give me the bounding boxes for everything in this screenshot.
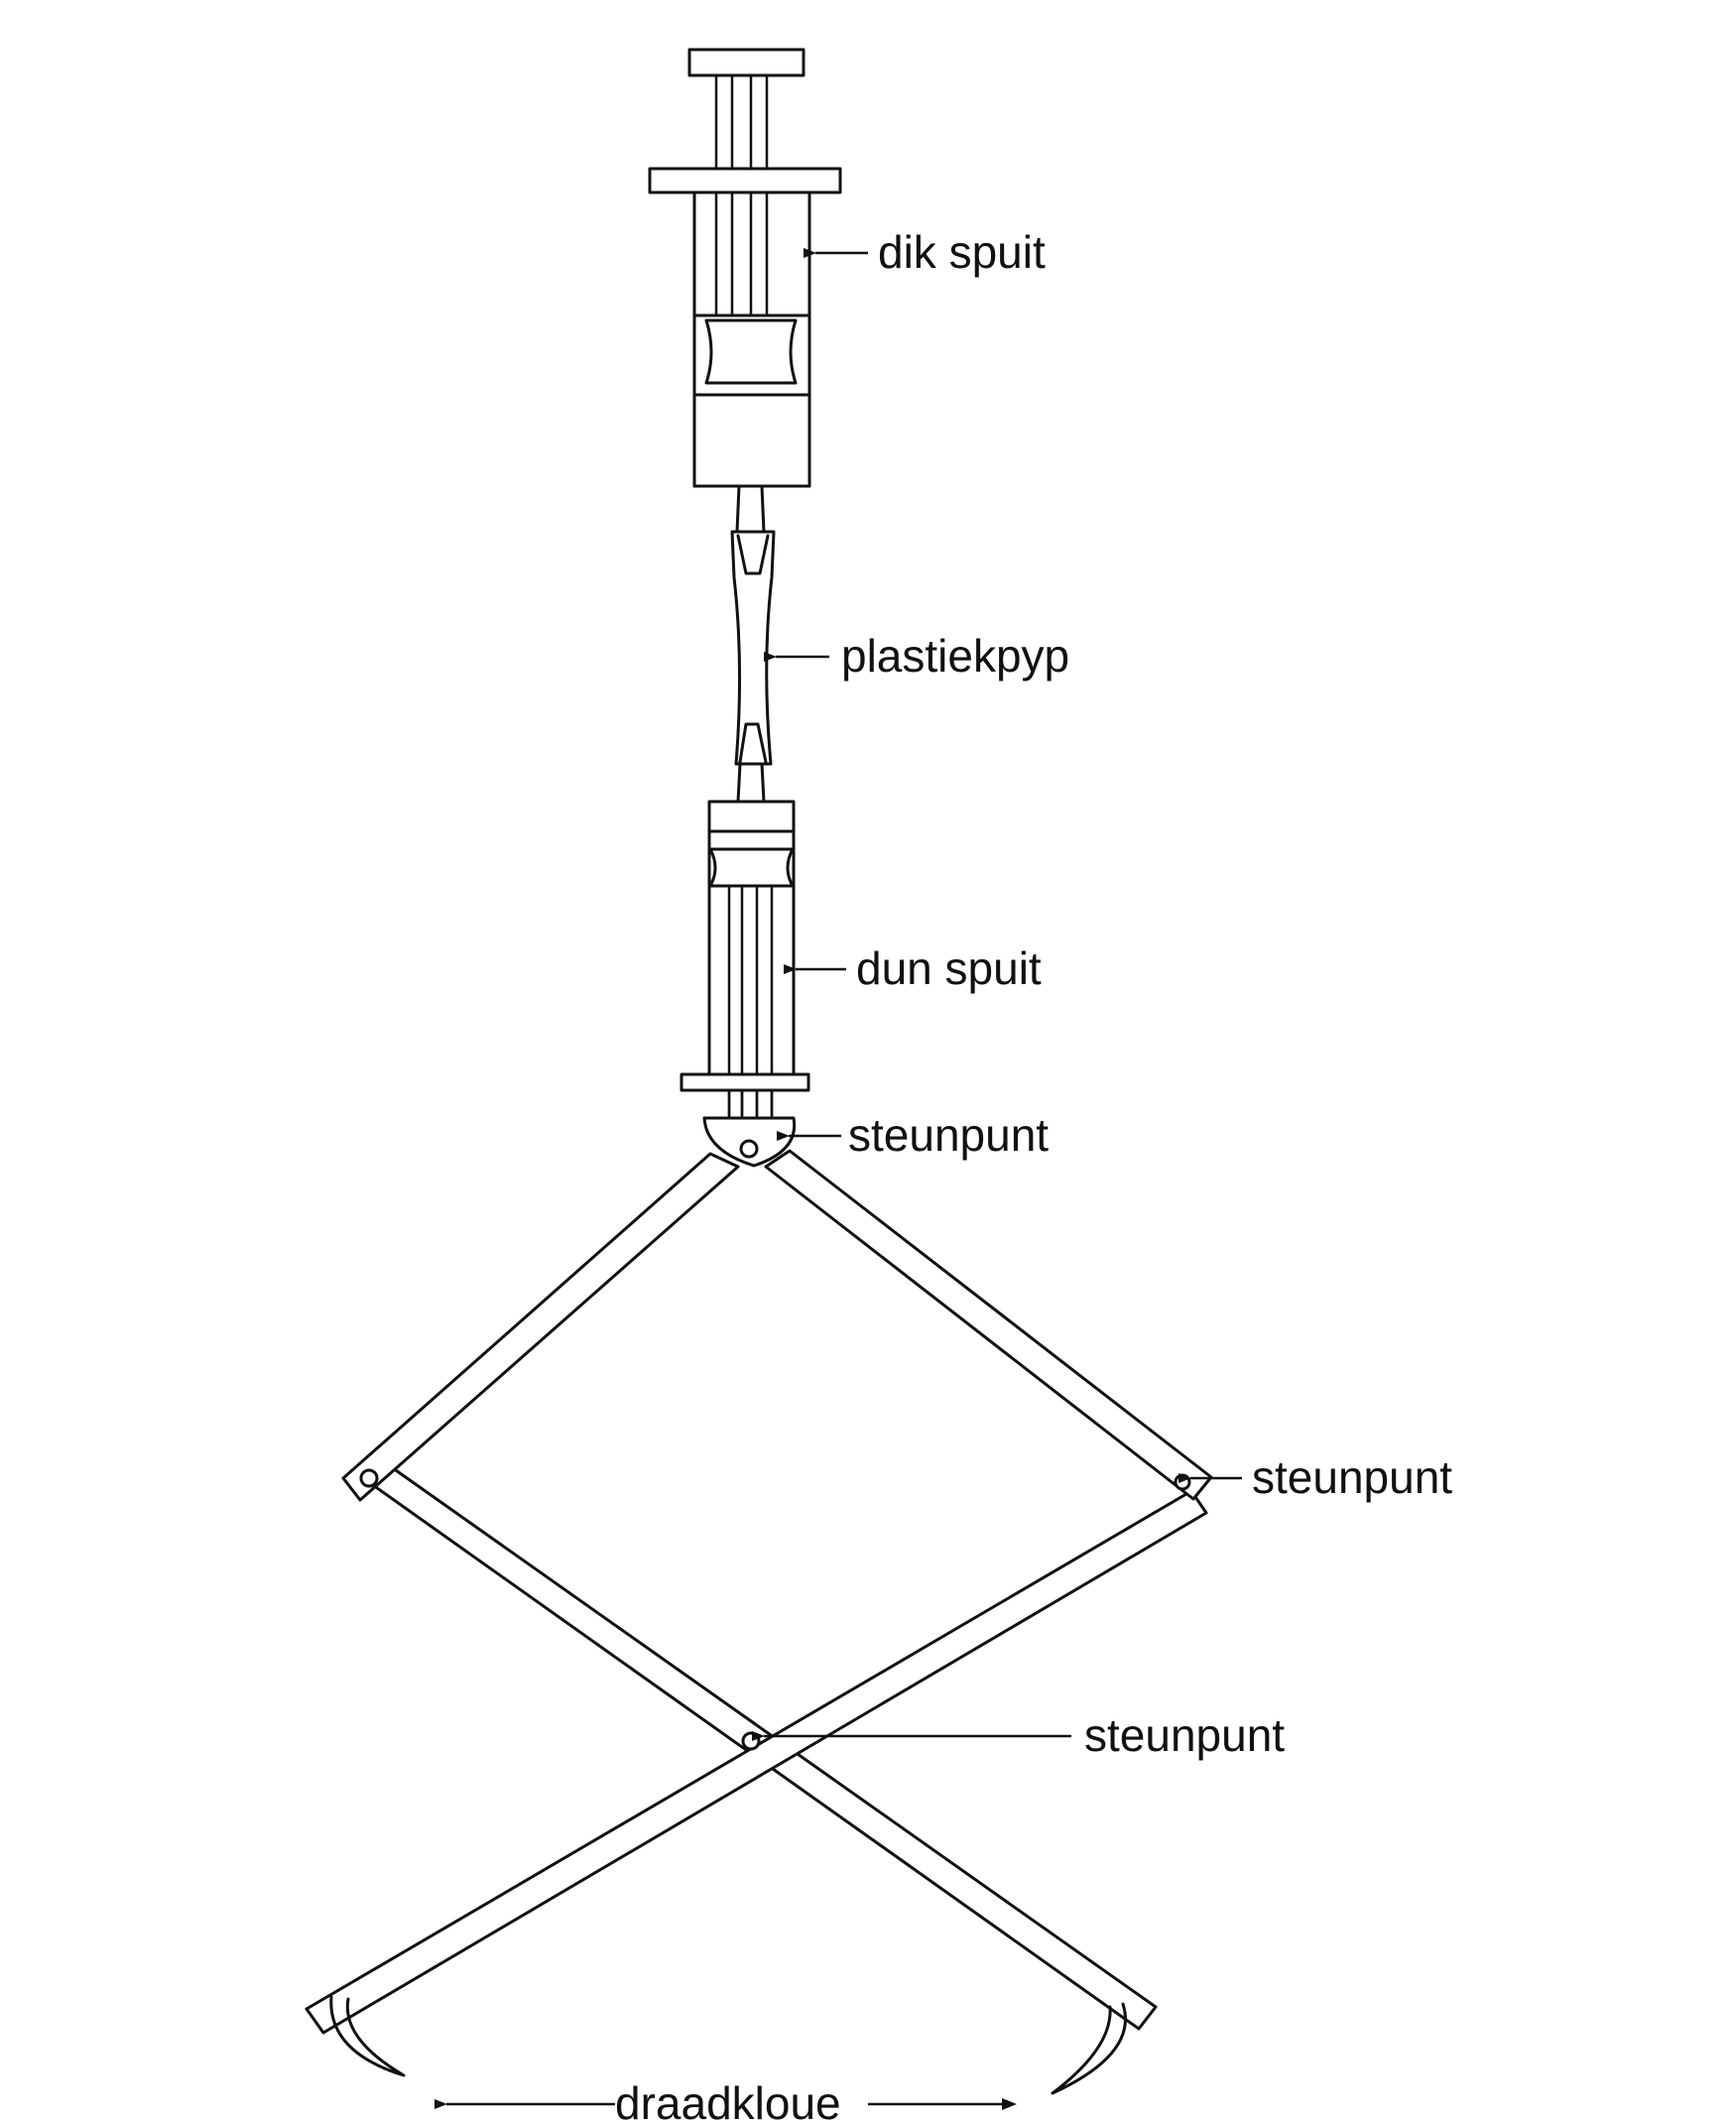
thick-syringe [648, 48, 842, 534]
thick-nozzle [735, 484, 766, 534]
label-thick-syringe: dik spuit [878, 226, 1046, 278]
thin-finger-flange [680, 1072, 810, 1092]
labels: dik spuit plastiekpyp dun spuit steunpun… [615, 226, 1452, 2122]
scissor-linkage [305, 1116, 1213, 2095]
label-pointers [434, 248, 1242, 2110]
thin-nozzle [736, 762, 766, 804]
label-plastic-tube: plastiekpyp [841, 630, 1069, 682]
plastic-tube [730, 530, 776, 766]
label-pivot-right: steunpunt [1252, 1451, 1452, 1503]
arm-upper-left [341, 1152, 740, 1502]
wire-claw-left [329, 1995, 406, 2077]
thick-plunger-cap [687, 48, 806, 77]
thick-plunger-rods [714, 73, 769, 317]
label-thin-syringe: dun spuit [856, 942, 1042, 994]
label-wire-claws: draadkloue [615, 2077, 841, 2122]
thin-barrel [707, 829, 796, 1076]
thick-barrel-redraw [692, 190, 811, 488]
tube-inner-bottom [738, 722, 768, 764]
pivot-hole-top [739, 1139, 759, 1159]
label-pivot-top: steunpunt [848, 1109, 1049, 1161]
thin-plunger-seal [708, 847, 795, 888]
pivot-hole-right [1174, 1473, 1191, 1491]
pivot-hole-left [359, 1468, 379, 1488]
thin-syringe [680, 762, 810, 1118]
tube-body [730, 530, 776, 766]
arm-upper-right [764, 1149, 1213, 1501]
thin-plunger-rods-lower [727, 1088, 774, 1118]
thick-plunger-seal [704, 318, 798, 385]
pivot-hole-center [741, 1731, 761, 1751]
thin-barrel-shoulder [707, 800, 796, 833]
arm-lower-b [305, 1489, 1208, 2035]
pointer-claws-right-head [1002, 2098, 1017, 2110]
thick-finger-flange [648, 167, 842, 194]
tube-inner-top [736, 534, 770, 575]
wire-claw-right [1051, 2002, 1127, 2095]
label-pivot-center: steunpunt [1084, 1709, 1285, 1761]
